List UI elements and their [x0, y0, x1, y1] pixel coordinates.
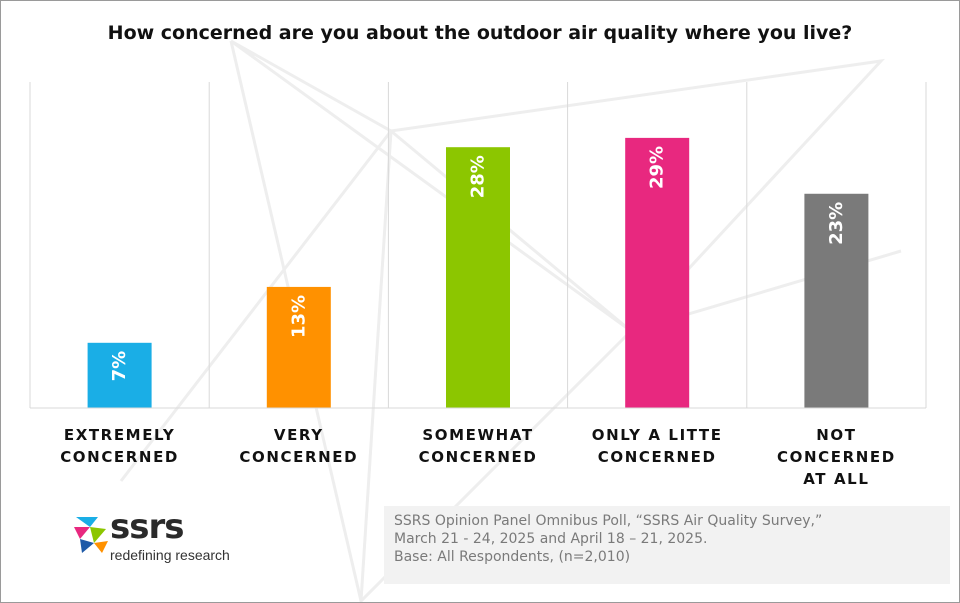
category-label: VERY CONCERNED — [219, 424, 379, 468]
category-label-line: CONCERNED — [239, 448, 359, 466]
category-label-line: NOT CONCERNED — [777, 426, 896, 466]
source-line-3: Base: All Respondents, (n=2,010) — [394, 549, 631, 565]
data-label: 23% — [826, 202, 847, 245]
bar — [266, 286, 331, 408]
category-label: NOT CONCERNED AT ALL — [756, 424, 916, 490]
ssrs-logo-mark-icon — [74, 517, 108, 553]
bar-chart: 7% 13% 28% 29% 23% — [29, 82, 927, 409]
bar — [87, 342, 152, 408]
data-label: 13% — [288, 295, 309, 338]
source-line-2: March 21 - 24, 2025 and April 18 – 21, 2… — [394, 531, 708, 547]
logo-tagline: redefining research — [110, 547, 230, 563]
data-label: 29% — [647, 146, 668, 189]
data-label: 28% — [468, 155, 489, 198]
source-line-1: SSRS Opinion Panel Omnibus Poll, “SSRS A… — [394, 513, 823, 529]
category-label: EXTREMELY CONCERNED — [40, 424, 200, 468]
data-label: 7% — [109, 351, 130, 382]
logo-wordmark: ssrs — [110, 507, 184, 547]
category-label-line: CONCERNED — [597, 448, 717, 466]
category-label-line: AT ALL — [803, 470, 870, 488]
ssrs-logo: ssrs redefining research — [72, 507, 242, 569]
chart-title: How concerned are you about the outdoor … — [107, 22, 853, 44]
category-label-line: ONLY A LITTE — [591, 426, 723, 444]
bar — [625, 137, 690, 408]
category-label-line: CONCERNED — [418, 448, 538, 466]
category-label: ONLY A LITTE CONCERNED — [577, 424, 737, 468]
bar — [446, 147, 510, 408]
bar — [804, 193, 869, 408]
category-label-line: VERY — [273, 426, 324, 444]
category-label-line: SOMEWHAT — [422, 426, 534, 444]
category-label-line: EXTREMELY — [63, 426, 176, 444]
category-label-line: CONCERNED — [60, 448, 179, 466]
category-label: SOMEWHAT CONCERNED — [398, 424, 558, 468]
source-note: SSRS Opinion Panel Omnibus Poll, “SSRS A… — [384, 506, 950, 584]
